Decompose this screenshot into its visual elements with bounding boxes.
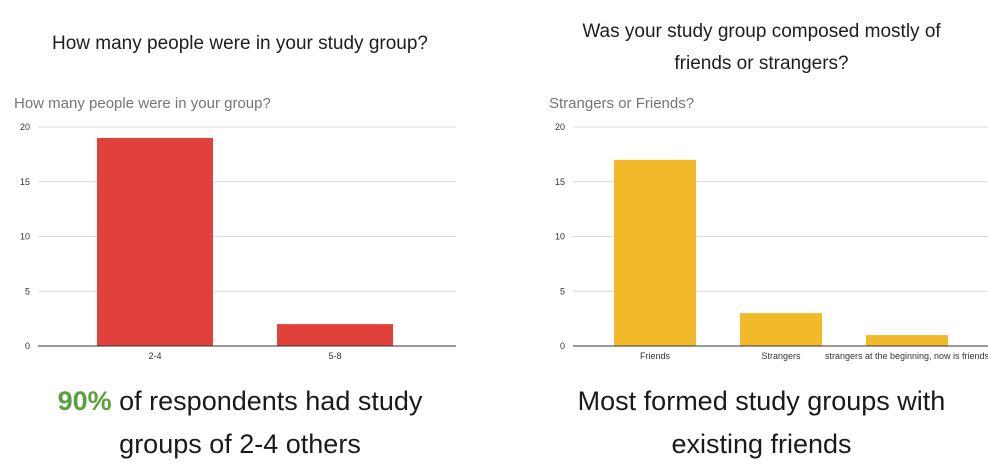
right-caption-line-1: Most formed study groups with [577,386,946,416]
bar [277,324,393,346]
y-tick-label: 0 [25,341,30,351]
bar [740,313,822,346]
left-chart-title: How many people were in your group? [14,95,271,112]
x-tick-label: strangers at the beginning, now is frien… [825,351,988,361]
right-question-line-1: Was your study group composed mostly of [582,21,941,42]
right-chart-panel: Was your study group composed mostly of … [535,0,988,469]
y-tick-label: 15 [20,177,30,187]
y-tick-label: 10 [555,232,565,242]
x-tick-label: Strangers [761,351,801,361]
bar [97,137,213,346]
caption-highlight-percent: 90% [57,386,112,416]
left-caption-line-2: groups of 2-4 others [119,429,361,459]
y-tick-label: 5 [560,286,565,296]
left-caption-line-1-rest: of respondents had study [111,386,423,416]
y-tick-label: 15 [555,177,565,187]
left-caption-line-1: 90% of respondents had study [0,380,480,423]
y-tick-label: 5 [25,286,30,296]
right-bar-chart: 0 5 10 15 20 Friends Strangers strangers at the… [555,122,988,361]
bar [866,335,948,346]
left-caption: 90% of respondents had study groups of 2… [0,380,480,466]
x-tick-label: Friends [640,351,671,361]
y-tick-label: 0 [560,341,565,351]
left-chart-panel: How many people were in your study group… [0,0,480,469]
right-question: Was your study group composed mostly of … [535,16,988,80]
y-tick-label: 20 [555,122,565,132]
right-chart-title: Strangers or Friends? [549,95,695,112]
x-tick-label: 2-4 [148,351,161,361]
y-tick-label: 10 [20,232,30,242]
right-caption-line-2: existing friends [671,429,852,459]
right-caption: Most formed study groups with existing f… [535,380,988,466]
left-bar-chart: 0 5 10 15 20 2-4 5-8 [20,122,456,361]
left-question: How many people were in your study group… [0,28,480,60]
y-tick-label: 20 [20,122,30,132]
bar [614,159,696,346]
x-tick-label: 5-8 [328,351,341,361]
right-question-line-2: friends or strangers? [674,53,849,74]
left-question-line-1: How many people were in your study group… [52,33,428,54]
